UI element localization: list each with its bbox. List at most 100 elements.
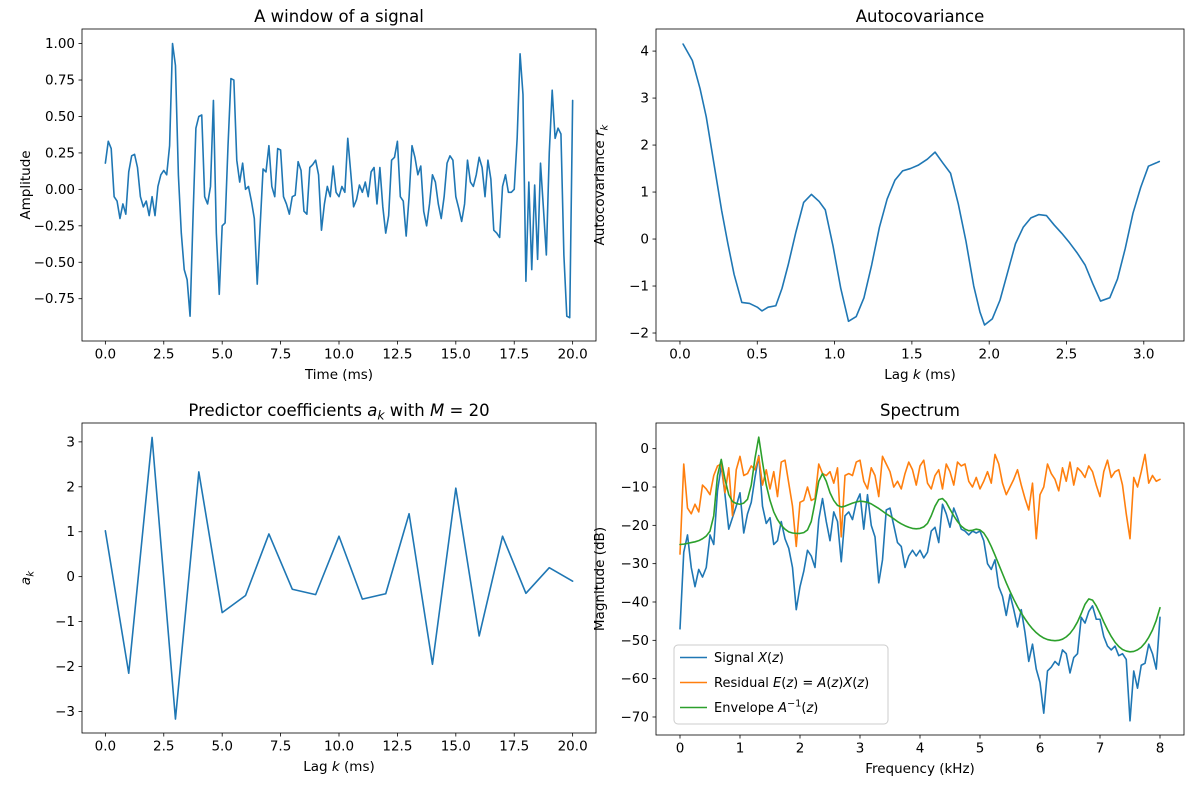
chart-title: Autocovariance <box>856 7 985 26</box>
y-tick-label: −10 <box>621 480 650 496</box>
y-axis-label: Autocovariance rk <box>592 123 611 245</box>
series-line-envelope-a-inverse <box>679 436 1161 653</box>
series-line-residual-e <box>679 453 1161 555</box>
x-tick-label: 12.5 <box>382 347 412 363</box>
x-tick-label: 4 <box>916 741 925 757</box>
axes-spines <box>655 422 1185 736</box>
x-tick-label: 20.0 <box>558 347 588 363</box>
x-tick-label: 0.5 <box>747 347 768 363</box>
x-tick-label: 15.0 <box>441 739 471 755</box>
y-tick-label: 4 <box>640 44 649 60</box>
y-tick-label: −50 <box>621 633 650 649</box>
x-tick-label: 8 <box>1156 741 1165 757</box>
y-tick-label: 2 <box>640 138 649 154</box>
y-tick-label: −1 <box>629 279 649 295</box>
x-tick-label: 2 <box>796 741 805 757</box>
x-axis-label: Frequency (kHz) <box>865 761 975 777</box>
x-axis-label: Lag k (ms) <box>884 367 956 383</box>
subplot-autocovariance: 0.0 0.5 1.0 1.5 2.0 2.5 3.0 −2 −1 0 1 2 3 4 Lag k (ms)… <box>592 7 1185 383</box>
x-tick-label: 17.5 <box>499 739 529 755</box>
x-tick-label: 7 <box>1096 741 1105 757</box>
subplot-predictor-coefficients: 0.0 2.5 5.0 7.5 10.0 12.5 15.0 17.5 20.0 −3 −2 −1 0 1… <box>18 401 597 775</box>
y-tick-label: −70 <box>621 709 650 725</box>
y-tick-label: 0.00 <box>45 182 75 198</box>
legend: Signal X(z) Residual E(z) = A(z)X(z) Envel… <box>673 644 889 725</box>
y-tick-label: 3 <box>640 91 649 107</box>
y-tick-label: −0.50 <box>34 255 75 271</box>
series-line-signal <box>104 42 574 319</box>
x-tick-label: 0.0 <box>669 347 690 363</box>
y-tick-label: 0 <box>640 232 649 248</box>
plot-area <box>82 29 596 341</box>
x-axis-label: Time (ms) <box>304 367 373 383</box>
x-tick-label: 0 <box>676 741 685 757</box>
y-tick-label: −60 <box>621 671 650 687</box>
subplot-spectrum: 0 1 2 3 4 5 6 7 8 −70 −60 −50 −40 −30 −20 −10 0 Frequency… <box>592 401 1185 777</box>
x-tick-label: 0.0 <box>95 347 116 363</box>
axes-spines <box>81 422 597 734</box>
x-tick-label: 12.5 <box>382 739 412 755</box>
plot-area <box>656 29 1184 341</box>
x-tick-label: 5.0 <box>211 739 232 755</box>
y-tick-label: 1 <box>66 524 75 540</box>
x-tick-label: 0.0 <box>95 739 116 755</box>
x-tick-label: 3 <box>856 741 865 757</box>
y-tick-label: 0 <box>640 441 649 457</box>
x-tick-label: 2.0 <box>978 347 999 363</box>
y-tick-label: 0.25 <box>45 145 75 161</box>
x-tick-label: 1 <box>736 741 745 757</box>
x-tick-label: 7.5 <box>270 347 291 363</box>
x-tick-label: 1.0 <box>824 347 845 363</box>
x-tick-label: 2.5 <box>153 347 174 363</box>
y-tick-label: −2 <box>629 326 649 342</box>
subplot-signal-window: 0.0 2.5 5.0 7.5 10.0 12.5 15.0 17.5 20.0 −0.75 −0.… <box>18 7 597 383</box>
legend-label: Envelope A−1(z) <box>714 699 818 717</box>
x-axis-label: Lag k (ms) <box>303 759 375 775</box>
x-tick-label: 2.5 <box>153 739 174 755</box>
x-tick-label: 6 <box>1036 741 1045 757</box>
legend-box <box>673 644 889 725</box>
x-tick-label: 5 <box>976 741 985 757</box>
y-tick-label: 0.50 <box>45 109 75 125</box>
x-tick-label: 15.0 <box>441 347 471 363</box>
y-tick-label: 1.00 <box>45 36 75 52</box>
y-tick-label: −3 <box>55 704 75 720</box>
legend-label: Residual E(z) = A(z)X(z) <box>714 676 869 691</box>
series-line-autocovariance <box>682 43 1161 326</box>
x-tick-label: 3.0 <box>1133 347 1154 363</box>
y-tick-label: −0.25 <box>34 218 75 234</box>
legend-label: Signal X(z) <box>714 651 784 666</box>
x-tick-label: 1.5 <box>901 347 922 363</box>
axes-spines <box>655 28 1185 342</box>
y-tick-label: −0.75 <box>34 291 75 307</box>
y-tick-label: −1 <box>55 614 75 630</box>
y-tick-label: −40 <box>621 594 650 610</box>
x-tick-label: 5.0 <box>211 347 232 363</box>
series-line-predictor-coefficients <box>104 436 574 720</box>
y-tick-label: 0.75 <box>45 73 75 89</box>
x-tick-label: 10.0 <box>324 739 354 755</box>
y-tick-label: 2 <box>66 479 75 495</box>
chart-title: A window of a signal <box>254 7 424 26</box>
y-tick-label: 1 <box>640 185 649 201</box>
y-tick-label: 3 <box>66 434 75 450</box>
y-axis-label: ak <box>18 570 37 585</box>
x-tick-label: 2.5 <box>1056 347 1077 363</box>
y-axis-label: Amplitude <box>18 150 34 219</box>
y-tick-label: −30 <box>621 556 650 572</box>
plot-area <box>82 423 596 733</box>
series-line-signal-x <box>679 454 1161 722</box>
axes-spines <box>81 28 597 342</box>
x-tick-label: 10.0 <box>324 347 354 363</box>
x-tick-label: 17.5 <box>499 347 529 363</box>
y-axis-label: Magnitude (dB) <box>592 527 608 631</box>
chart-title: Spectrum <box>880 401 960 420</box>
y-tick-label: −20 <box>621 518 650 534</box>
y-tick-label: 0 <box>66 569 75 585</box>
chart-title: Predictor coefficients ak with M = 20 <box>188 401 489 423</box>
x-tick-label: 7.5 <box>270 739 291 755</box>
y-tick-label: −2 <box>55 659 75 675</box>
x-tick-label: 20.0 <box>558 739 588 755</box>
